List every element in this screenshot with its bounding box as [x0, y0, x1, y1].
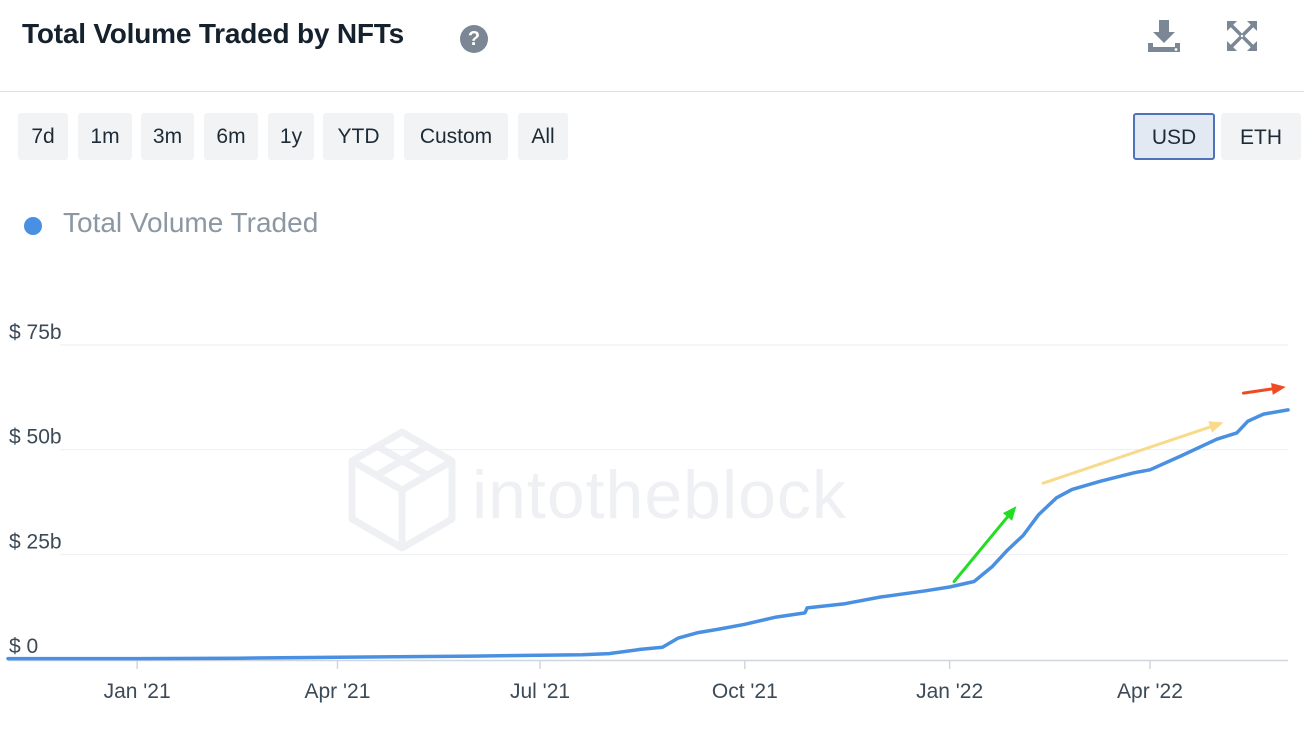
y-tick-label: $ 25b	[9, 530, 62, 553]
y-tick-label: $ 50b	[9, 426, 62, 449]
question-circle-icon[interactable]: ?	[460, 25, 488, 53]
watermark-text: intotheblock	[472, 457, 847, 533]
legend-marker	[24, 217, 42, 235]
range-button-6m[interactable]: 6m	[204, 113, 258, 160]
range-button-3m[interactable]: 3m	[141, 113, 194, 160]
arrow-head	[1271, 382, 1286, 395]
arrow-shaft	[1241, 387, 1274, 395]
chart-header: Total Volume Traded by NFTs ?	[0, 0, 1304, 92]
range-button-ytd[interactable]: YTD	[323, 113, 394, 160]
x-tick-label: Jul '21	[510, 680, 570, 703]
range-button-1y[interactable]: 1y	[268, 113, 314, 160]
currency-button-usd[interactable]: USD	[1133, 113, 1215, 160]
y-tick-label: $ 0	[9, 635, 38, 658]
currency-button-eth[interactable]: ETH	[1221, 113, 1301, 160]
range-button-all[interactable]: All	[518, 113, 568, 160]
annotation-arrow-red	[1241, 382, 1286, 395]
x-tick-label: Oct '21	[712, 680, 778, 703]
download-icon[interactable]	[1144, 16, 1184, 56]
annotation-arrow-yellow	[1041, 421, 1224, 485]
arrow-shaft	[952, 515, 1009, 584]
x-tick-label: Apr '21	[305, 680, 371, 703]
arrow-head	[1002, 506, 1017, 521]
arrow-head	[1208, 421, 1224, 433]
x-tick-label: Jan '22	[916, 680, 983, 703]
legend-label: Total Volume Traded	[63, 207, 319, 238]
expand-icon[interactable]	[1222, 16, 1262, 56]
range-button-custom[interactable]: Custom	[404, 113, 508, 160]
range-button-7d[interactable]: 7d	[18, 113, 68, 160]
y-tick-label: $ 75b	[9, 321, 62, 344]
arrow-shaft	[1041, 425, 1212, 485]
x-tick-label: Jan '21	[104, 680, 171, 703]
watermark: intotheblock	[348, 428, 847, 552]
x-tick-label: Apr '22	[1117, 680, 1183, 703]
series-line	[6, 408, 1290, 661]
annotation-arrow-green	[952, 506, 1017, 584]
chart-title: Total Volume Traded by NFTs	[22, 18, 404, 49]
range-button-1m[interactable]: 1m	[78, 113, 132, 160]
